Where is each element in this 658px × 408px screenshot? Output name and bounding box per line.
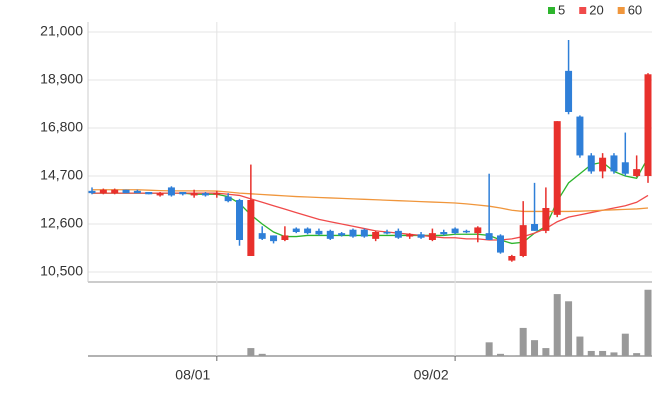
- candle-body: [326, 230, 334, 239]
- candle-body: [599, 157, 607, 172]
- candle-body: [508, 256, 516, 261]
- y-tick-label: 12,600: [40, 215, 83, 231]
- candle-body: [88, 190, 96, 194]
- candle-body: [292, 228, 300, 232]
- legend-label: 5: [558, 2, 565, 17]
- candle-body: [633, 169, 641, 176]
- volume-bar: [247, 348, 255, 356]
- candle-body: [111, 189, 119, 194]
- legend-swatch: [617, 7, 625, 14]
- candle-body: [304, 228, 312, 234]
- candle-body: [462, 230, 470, 233]
- candle-body: [565, 70, 573, 112]
- volume-bar: [587, 350, 595, 356]
- ma-line: [92, 157, 649, 245]
- candle-body: [451, 228, 459, 234]
- candle-body: [417, 234, 425, 238]
- volume-bar: [621, 333, 629, 356]
- legend-label: 20: [589, 2, 603, 17]
- candle-body: [145, 192, 153, 195]
- candle-body: [531, 224, 539, 231]
- candle-body: [485, 233, 493, 240]
- volume-bar: [610, 352, 618, 356]
- candle-body: [372, 232, 380, 239]
- y-tick-label: 16,800: [40, 119, 83, 135]
- candle-body: [281, 235, 289, 240]
- candle-body: [190, 193, 198, 196]
- candle-body: [440, 232, 448, 235]
- candle-body: [644, 74, 652, 176]
- candle-body: [224, 196, 232, 202]
- legend-swatch: [548, 7, 555, 14]
- candle-body: [553, 121, 561, 215]
- volume-bar: [496, 353, 504, 356]
- candle-body: [270, 235, 278, 242]
- candle-body: [247, 200, 255, 256]
- y-tick-label: 21,000: [40, 23, 83, 39]
- y-tick-label: 14,700: [40, 167, 83, 183]
- candle-body: [542, 208, 550, 231]
- candle-body: [338, 233, 346, 236]
- volume-bar: [553, 294, 561, 356]
- candle-body: [236, 200, 244, 240]
- candle-body: [428, 233, 436, 240]
- candle-body: [406, 234, 414, 237]
- volume-bar: [576, 336, 584, 356]
- candle-body: [156, 193, 164, 196]
- candle-body: [496, 235, 504, 253]
- x-tick-label: 08/01: [175, 367, 210, 383]
- candle-body: [349, 229, 357, 237]
- volume-bar: [485, 342, 493, 356]
- volume-bar: [258, 353, 266, 356]
- y-tick-label: 10,500: [40, 263, 83, 279]
- candle-body: [610, 155, 618, 172]
- candle-body: [201, 193, 209, 196]
- volume-bar: [565, 301, 573, 356]
- candle-body: [360, 229, 368, 237]
- candle-body: [179, 192, 187, 195]
- candle-body: [213, 193, 221, 195]
- candle-body: [167, 187, 175, 196]
- x-tick-label: 09/02: [414, 367, 449, 383]
- volume-bar: [508, 355, 516, 356]
- y-tick-label: 18,900: [40, 71, 83, 87]
- candle-body: [99, 189, 107, 194]
- candle-body: [383, 232, 391, 234]
- volume-bar: [633, 353, 641, 356]
- volume-bar: [599, 350, 607, 356]
- legend-label: 60: [628, 2, 642, 17]
- candle-body: [315, 230, 323, 235]
- volume-bar: [531, 340, 539, 356]
- volume-bar: [519, 327, 527, 356]
- candle-body: [519, 225, 527, 256]
- legend-swatch: [579, 7, 587, 14]
- volume-bar: [542, 348, 550, 356]
- candle-body: [621, 162, 629, 174]
- candle-body: [587, 155, 595, 172]
- candle-body: [122, 189, 130, 194]
- volume-bar: [644, 289, 652, 356]
- candle-body: [474, 227, 482, 234]
- candle-body: [258, 233, 266, 239]
- candle-body: [133, 190, 141, 194]
- candle-body: [576, 116, 584, 156]
- candle-body: [394, 230, 402, 238]
